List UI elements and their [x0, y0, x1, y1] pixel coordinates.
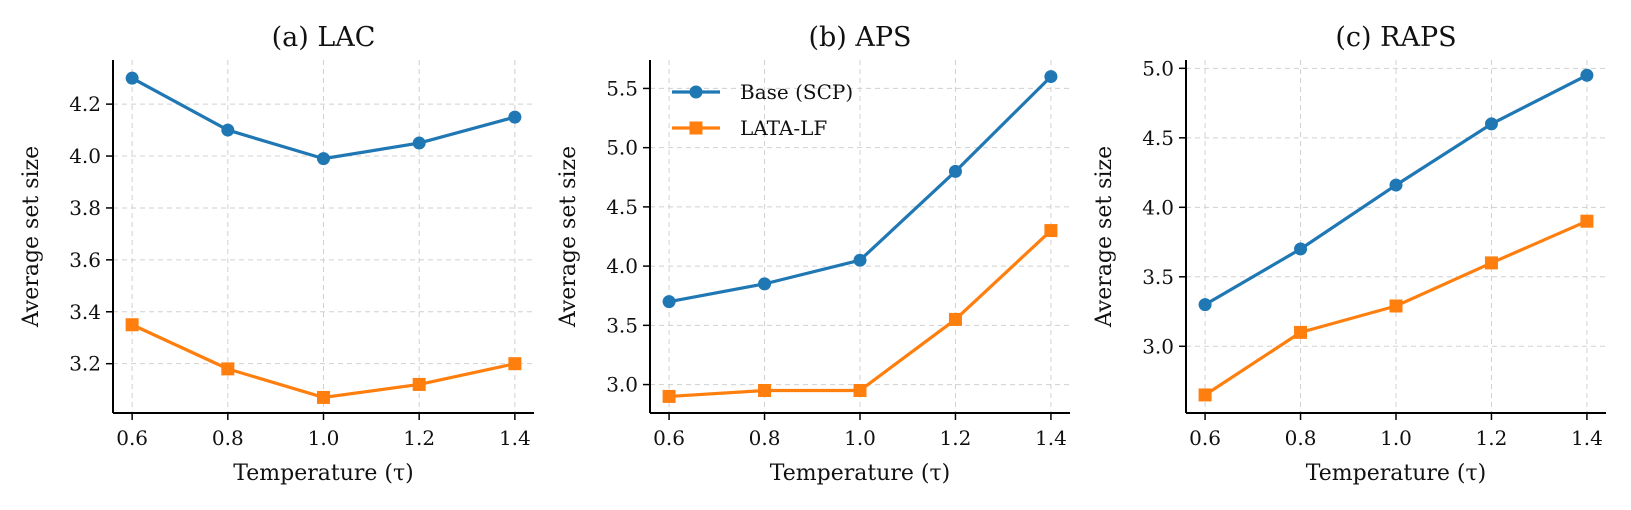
y-tick-label: 3.0 — [606, 373, 638, 397]
y-tick-label: 4.0 — [606, 254, 638, 278]
data-point-base — [948, 164, 962, 178]
x-axis-label: Temperature (τ) — [770, 461, 950, 486]
x-tick-label: 1.4 — [499, 426, 531, 450]
x-tick-label: 1.2 — [940, 426, 972, 450]
x-tick-label: 1.2 — [1476, 426, 1508, 450]
y-axis-label: Average set size — [556, 146, 581, 328]
data-point-lata — [1044, 224, 1058, 238]
legend-marker — [689, 121, 703, 135]
data-point-base — [1044, 70, 1058, 84]
data-point-lata — [1198, 388, 1212, 402]
chart-panel-0: 0.6 0.8 1.0 1.2 1.4 3.2 3.4 3.6 3.8 4.0 4.2 (a) LAC… — [19, 22, 534, 486]
legend-label: LATA-LF — [740, 116, 827, 140]
y-tick-label: 3.6 — [69, 248, 101, 272]
x-axis-label: Temperature (τ) — [233, 461, 413, 486]
data-point-lata — [853, 383, 867, 397]
y-axis-label: Average set size — [1092, 146, 1117, 328]
x-tick-label: 1.0 — [308, 426, 340, 450]
data-point-base — [662, 295, 676, 309]
y-tick-label: 5.0 — [606, 136, 638, 160]
x-tick-label: 0.6 — [653, 426, 685, 450]
y-tick-label: 4.0 — [69, 144, 101, 168]
data-point-base — [1198, 298, 1212, 312]
x-tick-label: 0.8 — [1285, 426, 1317, 450]
data-point-base — [853, 253, 867, 267]
y-tick-label: 4.5 — [606, 195, 638, 219]
chart-title: (b) APS — [808, 22, 911, 53]
data-point-base — [221, 123, 235, 137]
y-tick-label: 4.5 — [1142, 126, 1174, 150]
data-point-lata — [412, 377, 426, 391]
y-tick-label: 5.5 — [606, 76, 638, 100]
x-axis-label: Temperature (τ) — [1306, 461, 1486, 486]
x-tick-label: 0.6 — [1189, 426, 1221, 450]
y-axis-label: Average set size — [19, 146, 44, 328]
chart-title: (a) LAC — [272, 22, 376, 53]
data-point-lata — [508, 357, 522, 371]
x-tick-label: 1.4 — [1571, 426, 1603, 450]
data-point-base — [1389, 178, 1403, 192]
y-tick-label: 3.5 — [606, 313, 638, 337]
y-tick-label: 3.5 — [1142, 265, 1174, 289]
data-point-lata — [1389, 299, 1403, 313]
x-tick-label: 1.0 — [1380, 426, 1412, 450]
chart-panel-2: 0.6 0.8 1.0 1.2 1.4 3.0 3.5 4.0 4.5 5.0 (c) RAPS Te… — [1092, 22, 1606, 486]
x-tick-label: 1.2 — [403, 426, 435, 450]
y-tick-label: 4.0 — [1142, 195, 1174, 219]
x-tick-label: 0.8 — [212, 426, 244, 450]
y-tick-label: 3.0 — [1142, 334, 1174, 358]
y-tick-label: 5.0 — [1142, 56, 1174, 80]
data-point-lata — [125, 318, 139, 332]
data-point-lata — [758, 383, 772, 397]
x-tick-label: 0.8 — [749, 426, 781, 450]
data-point-base — [412, 136, 426, 150]
y-tick-label: 3.4 — [69, 300, 101, 324]
legend-label: Base (SCP) — [740, 80, 853, 104]
chart-title: (c) RAPS — [1335, 22, 1456, 53]
data-point-base — [125, 71, 139, 85]
data-point-lata — [221, 362, 235, 376]
data-point-base — [758, 277, 772, 291]
legend-marker — [689, 85, 703, 99]
data-point-lata — [317, 390, 330, 404]
data-point-base — [1484, 117, 1498, 131]
data-point-lata — [1580, 214, 1594, 228]
data-point-base — [1580, 68, 1594, 82]
y-tick-label: 3.2 — [69, 352, 101, 376]
data-point-lata — [1484, 256, 1498, 270]
y-tick-label: 4.2 — [69, 92, 101, 116]
data-point-lata — [662, 389, 676, 403]
chart-panel-1: 0.6 0.8 1.0 1.2 1.4 3.0 3.5 4.0 4.5 5.0 5.5 (b) APS… — [556, 22, 1070, 486]
data-point-lata — [948, 312, 962, 326]
data-point-lata — [1294, 325, 1308, 339]
legend: Base (SCP) LATA-LF — [672, 80, 853, 140]
data-point-base — [317, 152, 330, 166]
x-tick-label: 1.0 — [844, 426, 876, 450]
x-tick-label: 1.4 — [1035, 426, 1067, 450]
data-point-base — [1294, 242, 1308, 256]
y-tick-label: 3.8 — [69, 196, 101, 220]
x-tick-label: 0.6 — [116, 426, 148, 450]
data-point-base — [508, 110, 522, 124]
